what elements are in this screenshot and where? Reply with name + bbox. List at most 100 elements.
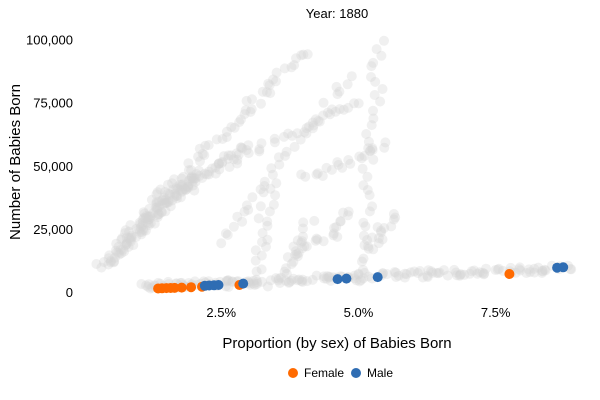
background-point — [159, 197, 170, 208]
background-point — [310, 114, 321, 125]
background-point — [138, 225, 149, 236]
background-point — [300, 171, 311, 182]
background-point — [207, 163, 217, 174]
background-point — [104, 250, 115, 261]
background-point — [176, 173, 187, 184]
background-point — [359, 267, 370, 278]
background-point — [354, 151, 365, 162]
background-point — [319, 273, 330, 284]
background-point — [423, 265, 434, 276]
background-point — [189, 173, 200, 184]
background-point — [243, 204, 254, 215]
background-point — [427, 267, 438, 278]
background-point — [140, 225, 151, 236]
background-point — [143, 211, 154, 222]
background-point — [343, 206, 354, 217]
background-point — [376, 50, 387, 61]
background-point — [478, 269, 489, 280]
background-point — [155, 184, 166, 195]
background-point — [362, 171, 373, 182]
background-point — [312, 234, 323, 245]
background-point — [168, 184, 179, 195]
background-point — [290, 246, 301, 257]
background-point — [151, 198, 162, 209]
background-point — [359, 151, 370, 161]
background-point — [376, 227, 387, 238]
background-point — [175, 179, 186, 190]
background-point — [434, 267, 445, 278]
background-point — [116, 248, 127, 259]
background-point — [299, 127, 310, 138]
background-point — [210, 168, 221, 179]
background-point — [393, 270, 404, 281]
background-point — [252, 277, 263, 288]
background-point — [412, 268, 423, 278]
background-point — [273, 273, 284, 284]
background-point — [113, 247, 124, 258]
background-point — [221, 132, 232, 143]
background-point — [356, 275, 366, 286]
background-point — [537, 265, 548, 276]
background-point — [185, 173, 196, 184]
background-point — [203, 140, 214, 151]
background-point — [124, 233, 134, 244]
background-point — [105, 255, 116, 266]
background-point — [342, 79, 353, 90]
background-point — [203, 166, 214, 177]
background-point — [307, 117, 318, 128]
background-point — [292, 275, 303, 286]
background-point — [276, 272, 286, 283]
background-point — [211, 134, 222, 145]
background-point — [349, 98, 360, 109]
background-point — [451, 267, 461, 278]
background-point — [279, 266, 290, 277]
background-point — [358, 253, 369, 264]
background-point — [295, 134, 306, 145]
background-point — [335, 216, 346, 227]
background-point — [353, 268, 364, 279]
background-point — [375, 96, 386, 107]
background-point — [261, 87, 272, 98]
background-point — [525, 267, 535, 278]
background-point — [186, 165, 197, 176]
background-point — [247, 94, 257, 105]
background-point — [368, 244, 379, 255]
background-point — [477, 267, 488, 278]
background-point — [529, 267, 540, 278]
background-point — [540, 265, 551, 276]
background-point — [221, 275, 232, 286]
background-point — [439, 265, 449, 276]
background-point — [296, 276, 307, 287]
background-point — [324, 271, 335, 282]
background-point — [167, 178, 177, 189]
x-tick-label: 7.5% — [481, 305, 511, 320]
background-point — [247, 192, 258, 203]
background-point — [363, 136, 374, 147]
background-point — [327, 104, 337, 115]
background-point — [175, 185, 186, 196]
female-point — [176, 282, 187, 293]
background-point — [373, 233, 384, 244]
background-point — [163, 179, 173, 190]
background-point — [539, 264, 550, 275]
background-point — [213, 159, 224, 170]
background-point — [379, 142, 390, 153]
background-point — [181, 184, 192, 195]
background-point — [271, 67, 282, 78]
background-point — [143, 279, 154, 290]
female-point — [186, 282, 197, 293]
background-point — [377, 234, 388, 245]
background-point — [357, 163, 368, 174]
background-point — [366, 72, 376, 82]
y-tick-label: 0 — [66, 285, 73, 300]
background-point — [161, 198, 172, 208]
background-point — [363, 143, 374, 154]
background-point — [103, 253, 114, 264]
background-point — [143, 218, 153, 229]
background-point — [365, 146, 376, 156]
background-point — [284, 277, 295, 288]
background-point — [171, 190, 182, 201]
background-point — [148, 208, 159, 218]
background-point — [139, 212, 149, 223]
background-point — [292, 251, 303, 262]
